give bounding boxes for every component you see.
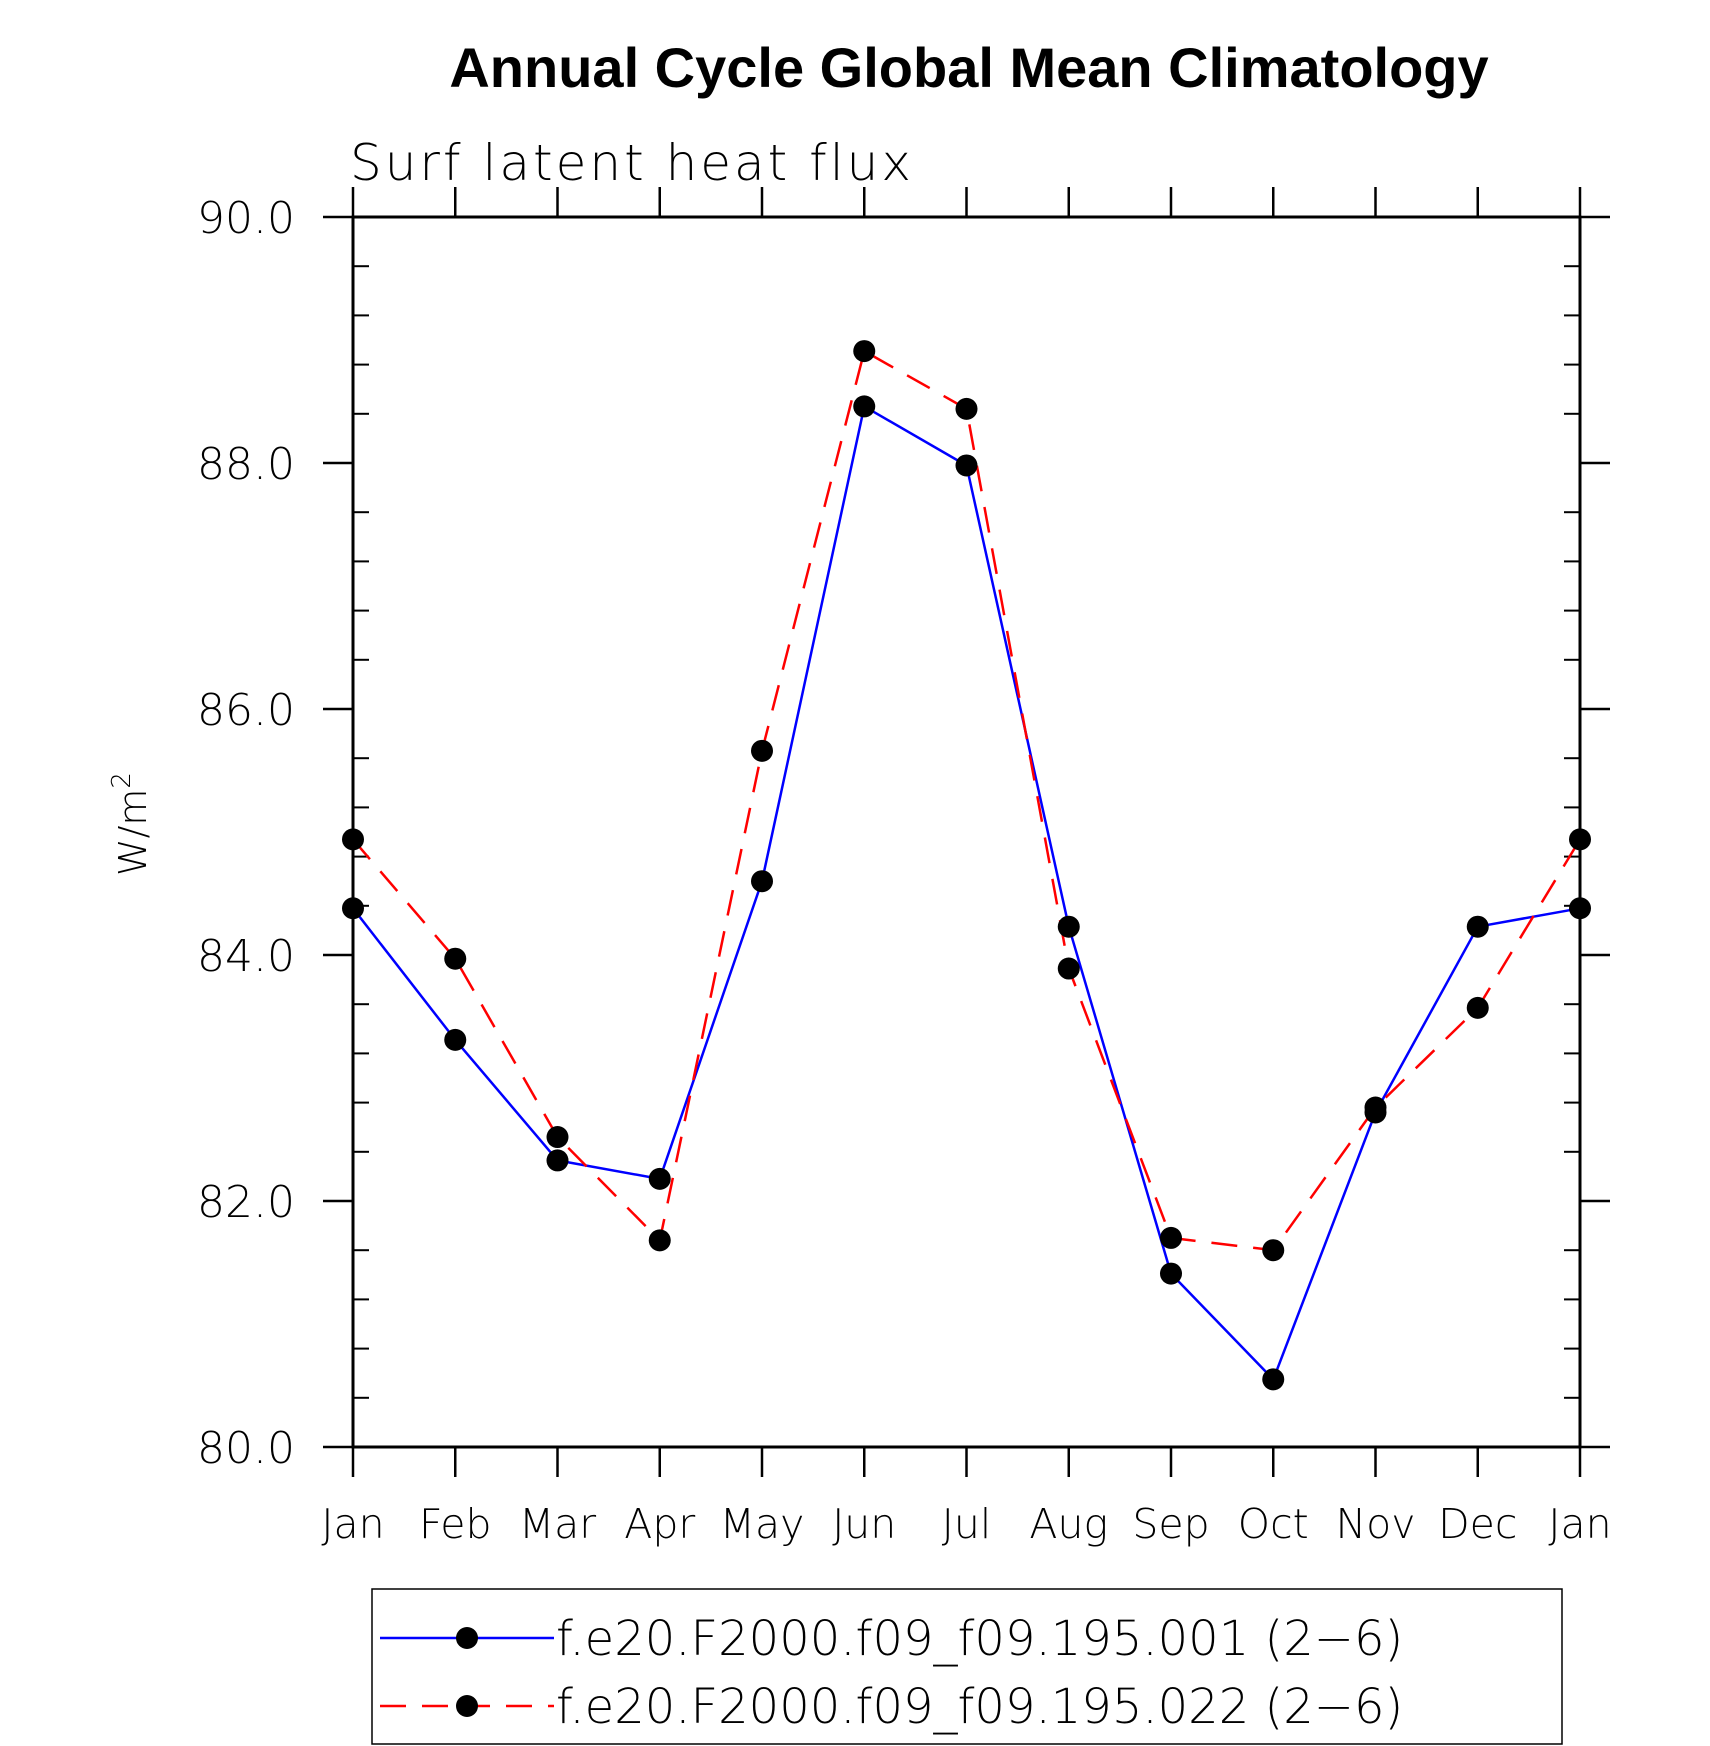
legend-marker-series-2	[456, 1695, 478, 1717]
x-tick-label: Apr	[624, 1500, 695, 1548]
data-point-series-1	[955, 454, 978, 477]
data-point-series-1	[1057, 915, 1080, 938]
legend-label-series-2: f.e20.F2000.f09_f09.195.022 (2−6)	[556, 1679, 1403, 1735]
data-point-series-1	[342, 897, 364, 920]
data-point-series-2	[853, 340, 876, 363]
x-tick-label: Jan	[1548, 1500, 1611, 1548]
data-point-series-2	[955, 397, 978, 420]
x-tick-label: Jan	[321, 1500, 384, 1548]
x-tick-label: Oct	[1238, 1500, 1309, 1548]
data-point-series-1	[1160, 1262, 1182, 1285]
data-point-series-1	[444, 1028, 467, 1051]
x-tick-labels: Jan Feb Mar Apr May Jun Jul Aug Sep Oct Nov Dec Jan	[321, 1500, 1611, 1548]
x-tick-label: Dec	[1438, 1500, 1517, 1548]
data-point-series-1	[1466, 915, 1489, 938]
data-point-series-1	[1262, 1368, 1285, 1391]
legend-box	[371, 1588, 1563, 1745]
x-tick-label: Nov	[1335, 1500, 1415, 1548]
x-tick-label: Sep	[1132, 1500, 1209, 1548]
x-tick-label: May	[720, 1500, 805, 1548]
y-tick-labels: 80.0 82.0 84.0 86.0 88.0 90.0	[197, 193, 295, 1474]
data-point-series-1	[853, 395, 876, 418]
svg-text:W/m2: W/m2	[107, 772, 155, 876]
data-point-series-1	[1569, 897, 1591, 920]
y-tick-label: 88.0	[197, 439, 295, 490]
data-point-series-2	[1057, 957, 1080, 980]
data-point-series-2	[648, 1229, 671, 1252]
y-tick-label: 80.0	[197, 1423, 295, 1474]
y-axis-label-superscript: 2	[107, 772, 137, 789]
series-line-2	[352, 349, 1582, 1252]
y-axis-label-text: W/m	[111, 789, 155, 876]
y-tick-label: 84.0	[197, 931, 295, 982]
y-axis-label: W/m2	[107, 772, 155, 876]
x-tick-label: Aug	[1029, 1500, 1108, 1548]
data-point-series-1	[648, 1167, 671, 1190]
y-tick-label: 82.0	[197, 1177, 295, 1228]
legend-marker-series-1	[456, 1627, 478, 1649]
y-tick-label: 90.0	[197, 193, 295, 244]
data-point-series-2	[751, 739, 773, 762]
data-point-series-2	[1466, 996, 1489, 1019]
series-layer	[342, 340, 1591, 1391]
legend: f.e20.F2000.f09_f09.195.001 (2−6) f.e20.…	[371, 1588, 1563, 1745]
data-point-series-1	[546, 1149, 569, 1172]
series-line-1	[352, 405, 1581, 1381]
chart-title: Annual Cycle Global Mean Climatology	[449, 36, 1488, 99]
data-point-series-2	[342, 828, 364, 851]
axis-ticks	[323, 187, 1610, 1477]
x-tick-label: Jul	[942, 1500, 991, 1548]
data-point-series-2	[546, 1126, 569, 1149]
x-tick-label: Jun	[832, 1500, 896, 1548]
chart-subtitle: Surf latent heat flux	[350, 134, 914, 192]
data-point-series-2	[444, 947, 467, 970]
data-point-series-1	[751, 870, 773, 893]
x-tick-label: Mar	[519, 1500, 596, 1548]
y-tick-label: 86.0	[197, 685, 295, 736]
data-point-series-2	[1569, 828, 1591, 851]
legend-label-series-1: f.e20.F2000.f09_f09.195.001 (2−6)	[556, 1611, 1403, 1667]
data-point-series-2	[1364, 1096, 1387, 1119]
data-point-series-2	[1160, 1226, 1182, 1249]
x-tick-label: Feb	[419, 1500, 492, 1548]
data-point-series-2	[1262, 1239, 1285, 1262]
